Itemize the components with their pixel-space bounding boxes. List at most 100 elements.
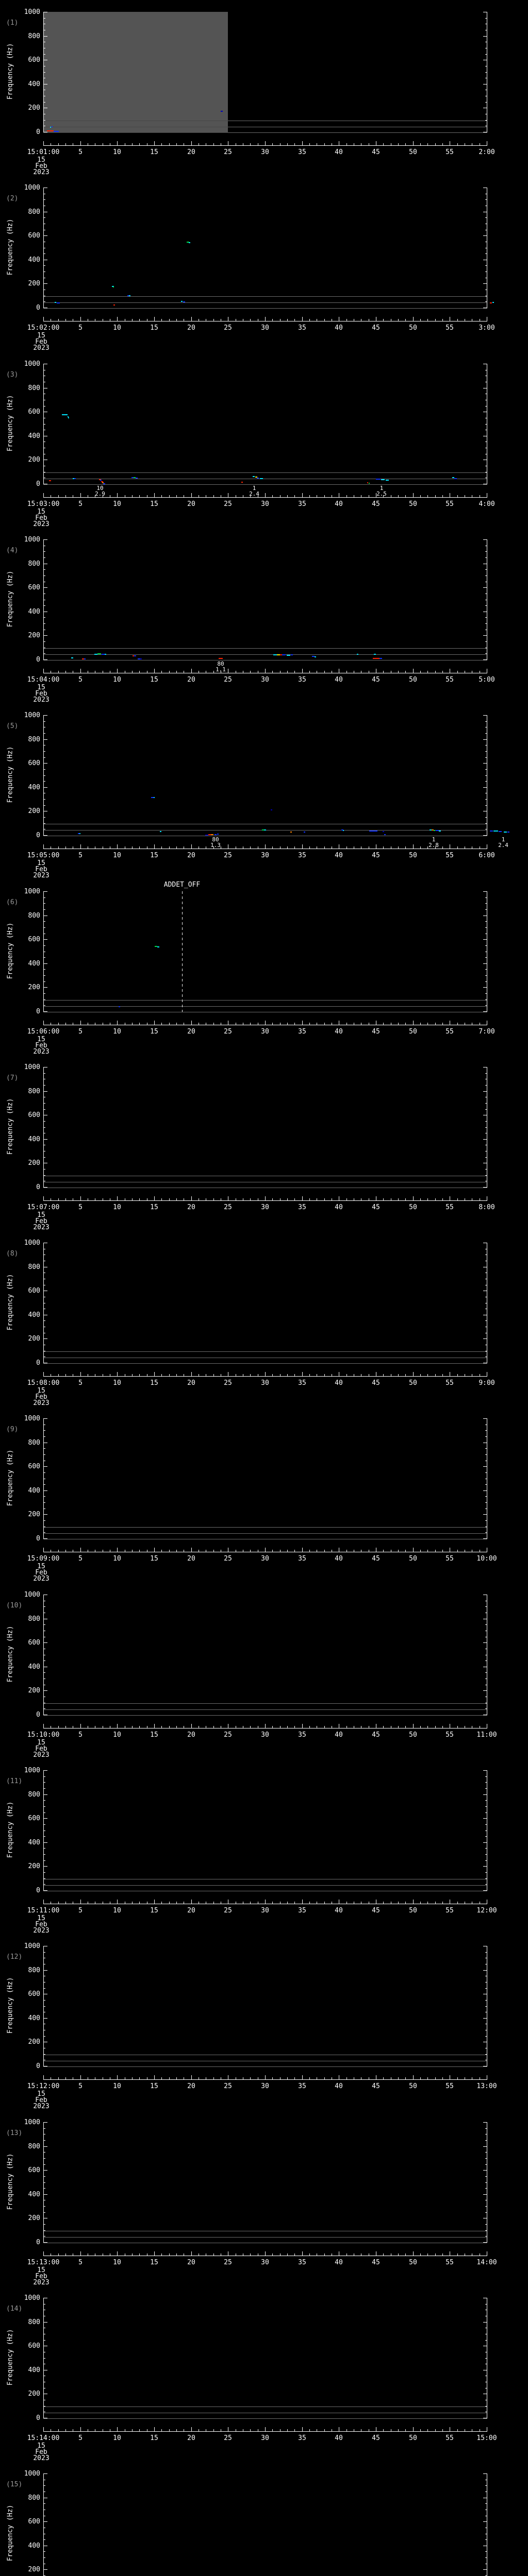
y-tick <box>44 235 47 236</box>
x-tick <box>346 1023 347 1025</box>
x-tick <box>294 1726 295 1728</box>
y-tick <box>44 1157 45 1158</box>
x-tick <box>413 669 414 673</box>
x-tick <box>65 319 66 321</box>
reference-line <box>43 1715 487 1716</box>
x-tick <box>427 1550 428 1552</box>
y-tick <box>44 2521 47 2522</box>
y-tick <box>44 835 47 836</box>
x-tick <box>457 846 458 849</box>
y-tick <box>485 557 487 558</box>
x-tick-label: 55 <box>446 1204 454 1211</box>
x-tick-label: 45 <box>372 148 380 156</box>
y-tick <box>485 551 487 552</box>
x-tick-label: 5 <box>78 1379 82 1387</box>
detection-mark <box>386 480 389 481</box>
event-magnitude-label: 2.4 <box>249 490 259 497</box>
y-axis-left <box>43 1243 44 1363</box>
y-tick <box>485 617 487 618</box>
y-tick <box>44 2340 45 2341</box>
x-tick <box>265 2427 266 2431</box>
y-tick <box>44 739 47 740</box>
x-tick <box>154 1724 155 1728</box>
detection-mark <box>134 477 136 478</box>
y-tick <box>44 2194 47 2195</box>
event-magnitude-label: 2.4 <box>498 842 508 849</box>
x-tick <box>250 1902 251 1904</box>
x-tick-label: 35 <box>298 148 306 156</box>
x-tick <box>132 671 133 673</box>
time-start-label: 15:05:00 <box>27 852 60 859</box>
date-line: Feb <box>35 338 47 346</box>
y-tick-label: 600 <box>28 56 40 64</box>
x-tick <box>43 1724 44 1728</box>
y-tick-label: 1000 <box>24 1591 40 1599</box>
x-tick <box>442 495 443 497</box>
x-tick-label: 20 <box>187 2259 195 2266</box>
y-tick <box>485 2212 487 2213</box>
x-tick <box>398 2077 399 2079</box>
y-tick <box>483 1011 487 1012</box>
detection-mark <box>205 835 208 836</box>
x-tick <box>65 2253 66 2256</box>
time-start-label: 15:10:00 <box>27 1731 60 1739</box>
x-tick <box>117 669 118 673</box>
y-tick <box>485 217 487 218</box>
spectrogram-panel: 0 200 400 600 800 1000 5 10 15 20 25 30 35 40 45 50 55 15… <box>0 352 528 528</box>
x-tick <box>250 2429 251 2431</box>
reference-line <box>43 484 487 485</box>
y-tick <box>44 1708 45 1709</box>
y-tick-label: 400 <box>28 960 40 968</box>
x-tick <box>294 1550 295 1552</box>
x-tick <box>413 141 414 145</box>
y-tick <box>485 945 487 946</box>
x-tick-label: 25 <box>224 852 232 859</box>
x-tick <box>302 1724 303 1728</box>
y-tick <box>483 2242 487 2243</box>
x-tick-label: 50 <box>409 852 417 859</box>
x-tick-label: 50 <box>409 2259 417 2266</box>
detection-mark <box>68 416 69 417</box>
y-tick <box>44 1448 45 1449</box>
x-tick-label: 40 <box>335 148 343 156</box>
x-tick <box>43 1900 44 1904</box>
date-line: Feb <box>35 2448 47 2456</box>
x-tick <box>213 2429 214 2431</box>
y-tick-label: 200 <box>28 1335 40 1343</box>
x-tick-label: 10 <box>113 2259 121 2266</box>
y-tick <box>44 987 47 988</box>
x-tick <box>154 2427 155 2431</box>
reference-line <box>43 648 487 649</box>
y-tick <box>44 1952 45 1953</box>
y-tick-label: 800 <box>28 1791 40 1799</box>
y-tick <box>44 1520 45 1521</box>
x-tick <box>398 1198 399 1200</box>
y-tick <box>485 1824 487 1825</box>
time-end-label: 14:00 <box>476 2259 497 2266</box>
x-tick <box>287 1023 288 1025</box>
no-data-region <box>43 12 228 132</box>
x-tick <box>302 141 303 145</box>
panel-number: (11) <box>6 1777 23 1785</box>
y-tick <box>485 733 487 734</box>
time-end-label: 3:00 <box>478 324 495 332</box>
detection-mark <box>287 655 290 656</box>
y-tick <box>44 1109 45 1110</box>
date-line: 15 <box>37 156 45 164</box>
y-tick <box>485 1502 487 1503</box>
event-count-label: 80 <box>212 836 219 843</box>
panel-number: (12) <box>6 1953 23 1961</box>
time-end-label: 10:00 <box>476 1555 497 1563</box>
x-tick <box>191 1548 192 1552</box>
y-tick <box>483 963 487 964</box>
y-tick-label: 400 <box>28 1311 40 1319</box>
x-tick <box>346 2253 347 2256</box>
y-tick-label: 400 <box>28 1839 40 1846</box>
x-tick <box>161 2077 162 2079</box>
x-tick <box>213 2253 214 2256</box>
detection-mark <box>315 656 316 657</box>
x-tick <box>346 1902 347 1904</box>
x-tick <box>154 2075 155 2079</box>
x-tick <box>442 1198 443 1200</box>
y-tick-label: 0 <box>36 656 40 664</box>
